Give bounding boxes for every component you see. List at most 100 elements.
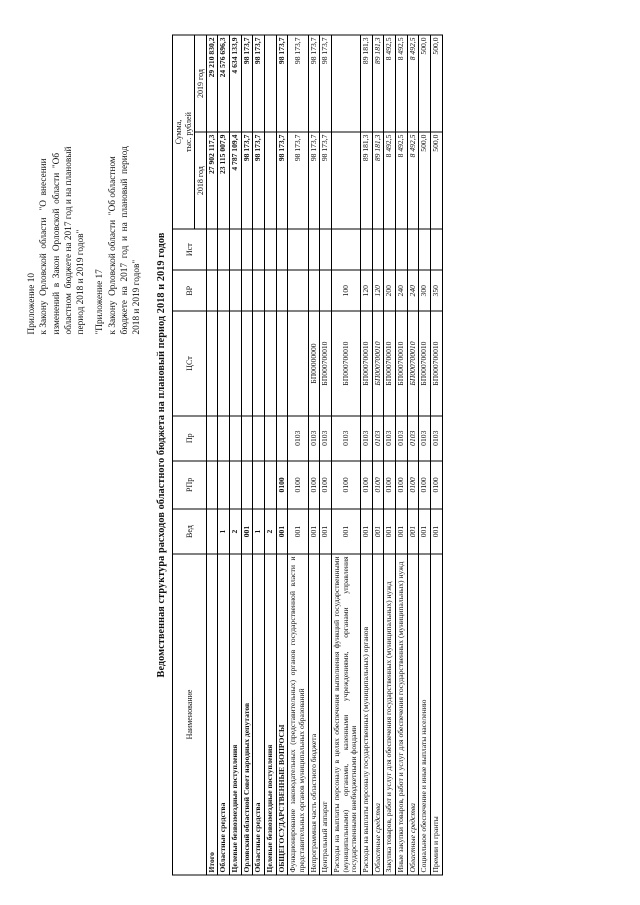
col-header-name: Наименование (172, 553, 207, 875)
cell-ist (395, 228, 408, 270)
cell-cst: БП000700010 (319, 310, 332, 416)
cell-rpr: 0100 (276, 460, 288, 509)
cell-pr: 0103 (430, 415, 442, 461)
cell-vr (308, 269, 320, 311)
cell-year-2019: 98 173,7 (252, 34, 265, 132)
cell-year-2019: 8 492,5 (383, 34, 396, 132)
cell-year-2019: 8 492,5 (395, 34, 408, 132)
cell-year-2019: 98 173,7 (308, 34, 320, 132)
cell-year-2018 (331, 131, 361, 229)
cell-vr: 120 (360, 269, 373, 311)
cell-year-2018: 8 492,5 (395, 131, 408, 229)
cell-cst (287, 310, 309, 416)
cell-ist (264, 228, 277, 270)
cell-year-2019 (264, 34, 277, 132)
col-header-rpr: РПр (172, 460, 207, 509)
cell-ved: 001 (418, 508, 431, 554)
cell-rpr: 0100 (430, 460, 442, 509)
cell-year-2019: 89 181,3 (360, 34, 373, 132)
cell-pr (276, 415, 288, 461)
cell-year-2019: 500,0 (430, 34, 442, 132)
cell-year-2018: 98 173,7 (319, 131, 332, 229)
cell-rpr: 0100 (360, 460, 373, 509)
cell-year-2018: 89 181,3 (372, 131, 384, 229)
cell-ist (276, 228, 288, 270)
cell-ved: 001 (287, 508, 309, 554)
cell-ist (319, 228, 332, 270)
cell-vr (287, 269, 309, 311)
cell-pr: 0103 (395, 415, 408, 461)
cell-rpr (252, 460, 265, 509)
table-row: ОБЩЕГОСУДАРСТВЕННЫЕ ВОПРОСЫ 001 0100 98 173… (276, 34, 288, 875)
col-header-vr: ВР (172, 269, 207, 311)
cell-vr (319, 269, 332, 311)
cell-year-2018: 4 787 109,4 (229, 131, 242, 229)
cell-year-2018: 8 492,5 (383, 131, 396, 229)
table-head: Наименование Вед РПр Пр ЦСт ВР Ист Сумма… (172, 34, 207, 875)
cell-vr: 350 (430, 269, 442, 311)
header-line: к Закону Орловской области "Об областном (107, 155, 118, 334)
cell-ved: 001 (319, 508, 332, 554)
cell-name: Закупка товаров, работ и услуг для обесп… (383, 553, 396, 875)
cell-ved: 001 (360, 508, 373, 554)
cell-ved: 001 (430, 508, 442, 554)
table-row: Функционирование законодательных (предст… (287, 34, 309, 875)
cell-ved: 001 (241, 508, 253, 554)
cell-ist (383, 228, 396, 270)
cell-rpr (206, 460, 218, 509)
header-line: к Закону Орловской области "О внесении (39, 157, 50, 334)
cell-vr: 240 (407, 269, 419, 311)
cell-ist (287, 228, 309, 270)
cell-name: Центральный аппарат (319, 553, 332, 875)
col-header-cst: ЦСт (172, 310, 207, 416)
header-line: Приложение 10 (27, 272, 37, 334)
cell-vr: 200 (383, 269, 396, 311)
cell-ist (372, 228, 384, 270)
table-row: Непрограммная часть областного бюджета 00… (308, 34, 320, 875)
cell-name: Областные средства (252, 553, 265, 875)
cell-year-2018: 98 173,7 (252, 131, 265, 229)
header-block-appendix-17: "Приложение 17 к Закону Орловской област… (94, 34, 143, 334)
cell-name: Премии и гранты (430, 553, 442, 875)
cell-name: Расходы на выплаты персоналу в целях обе… (331, 553, 361, 875)
cell-pr (241, 415, 253, 461)
cell-ist (407, 228, 419, 270)
cell-cst (206, 310, 218, 416)
table-row: Итого 27 902 117,3 29 210 830,2 (206, 34, 218, 875)
cell-ved: 001 (372, 508, 384, 554)
cell-ist (206, 228, 218, 270)
cell-ved: 2 (229, 508, 242, 554)
cell-year-2018: 98 173,7 (241, 131, 253, 229)
cell-cst: БП000700010 (407, 310, 419, 416)
cell-year-2019: 89 181,3 (372, 34, 384, 132)
cell-pr (229, 415, 242, 461)
table-row: Расходы на выплаты персоналу в целях обе… (331, 34, 361, 875)
cell-rpr: 0100 (331, 460, 361, 509)
header-line: областном бюджете на 2017 год и на плано… (63, 145, 74, 334)
cell-vr (241, 269, 253, 311)
cell-cst: БП000700010 (331, 310, 361, 416)
cell-name: Областные средства (372, 553, 384, 875)
cell-ist (430, 228, 442, 270)
table-row: Закупка товаров, работ и услуг для обесп… (383, 34, 396, 875)
cell-name: Областные средства (217, 553, 230, 875)
cell-cst (264, 310, 277, 416)
header-line: 2018 и 2019 годов" (132, 259, 143, 334)
cell-ved: 001 (331, 508, 361, 554)
table-row: Иные закупки товаров, работ и услуг для … (395, 34, 408, 875)
cell-year-2019 (331, 34, 361, 132)
cell-ist (217, 228, 230, 270)
budget-table: Наименование Вед РПр Пр ЦСт ВР Ист Сумма… (172, 34, 442, 875)
cell-pr: 0103 (383, 415, 396, 461)
cell-vr (276, 269, 288, 311)
cell-pr: 0103 (372, 415, 384, 461)
table-body: Итого 27 902 117,3 29 210 830,2 Областные с… (206, 34, 442, 875)
cell-vr (264, 269, 277, 311)
cell-vr (217, 269, 230, 311)
cell-year-2019: 98 173,7 (276, 34, 288, 132)
cell-ist (308, 228, 320, 270)
cell-year-2018: 98 173,7 (276, 131, 288, 229)
cell-cst (252, 310, 265, 416)
cell-ved: 001 (383, 508, 396, 554)
